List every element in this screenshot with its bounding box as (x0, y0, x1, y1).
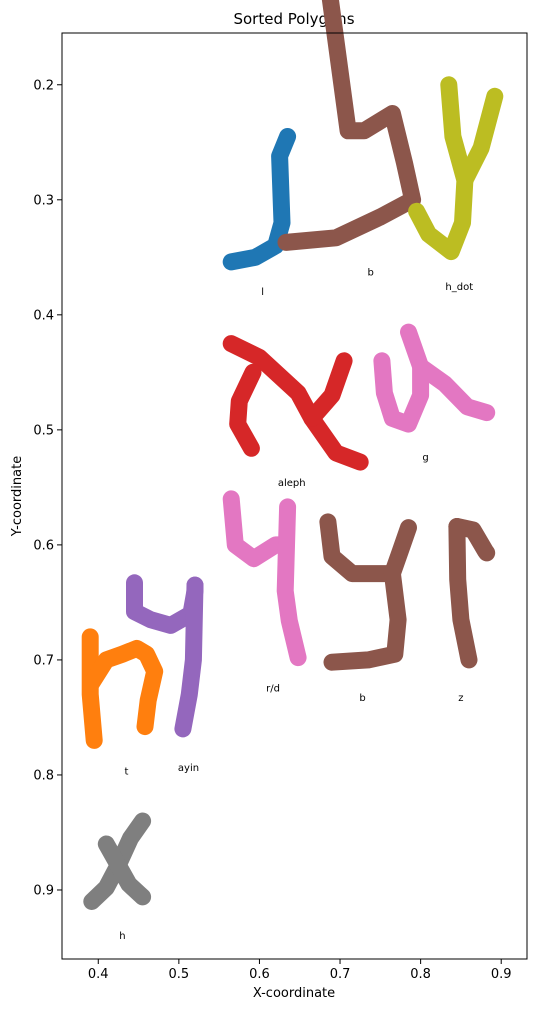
y-tick-label-4: 0.6 (33, 538, 54, 553)
polygon-label-15: t (125, 767, 129, 778)
polygon-9 (222, 490, 295, 568)
x-tick-label-0: 0.4 (88, 967, 109, 982)
x-tick-label-5: 0.9 (491, 967, 512, 982)
polygon-label-17: ayin (178, 763, 199, 774)
x-tick-label-2: 0.6 (249, 967, 270, 982)
polygon-5 (229, 363, 262, 457)
polygon-20 (97, 835, 152, 906)
y-tick-label-5: 0.7 (33, 653, 54, 668)
polygon-4 (222, 335, 369, 471)
polygon-label-4: aleph (278, 478, 306, 489)
polygon-8 (412, 358, 496, 422)
y-tick-label-2: 0.4 (33, 308, 54, 323)
y-tick-label-6: 0.8 (33, 768, 54, 783)
y-tick-label-3: 0.5 (33, 423, 54, 438)
x-tick-label-4: 0.8 (410, 967, 431, 982)
polygon-label-13: z (458, 693, 463, 704)
polygon-1 (277, 0, 422, 251)
x-axis-label: X-coordinate (253, 986, 335, 1001)
polygon-3 (456, 87, 504, 189)
polygon-10 (276, 498, 307, 667)
polygon-2 (408, 76, 474, 261)
axes-frame (61, 32, 528, 960)
polygon-12 (383, 519, 417, 583)
polygon-label-11: b (359, 693, 365, 704)
y-axis: 0.2 0.3 0.4 0.5 0.6 0.7 0.8 0.9 (33, 78, 62, 898)
polygon-label-2: h_dot (445, 282, 473, 293)
polygon-0 (222, 128, 297, 271)
x-tick-label-3: 0.7 (330, 967, 351, 982)
polygon-label-1: b (368, 267, 374, 278)
polygon-6 (303, 352, 353, 427)
polygon-7 (373, 323, 430, 433)
polygon-label-7: g (422, 453, 428, 464)
y-axis-label: Y-coordinate (10, 456, 25, 537)
y-tick-label-7: 0.9 (33, 883, 54, 898)
y-tick-label-1: 0.3 (33, 193, 54, 208)
polygon-label-9: r/d (266, 684, 280, 695)
x-axis: 0.4 0.5 0.6 0.7 0.8 0.9 (88, 959, 512, 982)
x-tick-label-1: 0.5 (169, 967, 190, 982)
y-tick-label-0: 0.2 (33, 78, 54, 93)
polygon-18 (174, 576, 204, 738)
polygon-label-0: l (261, 287, 264, 298)
polygon-label-19: h (119, 931, 125, 942)
polygon-11 (319, 513, 407, 671)
polygon-14 (448, 518, 478, 669)
polygon-15 (81, 628, 103, 749)
polygon-16 (83, 639, 164, 736)
